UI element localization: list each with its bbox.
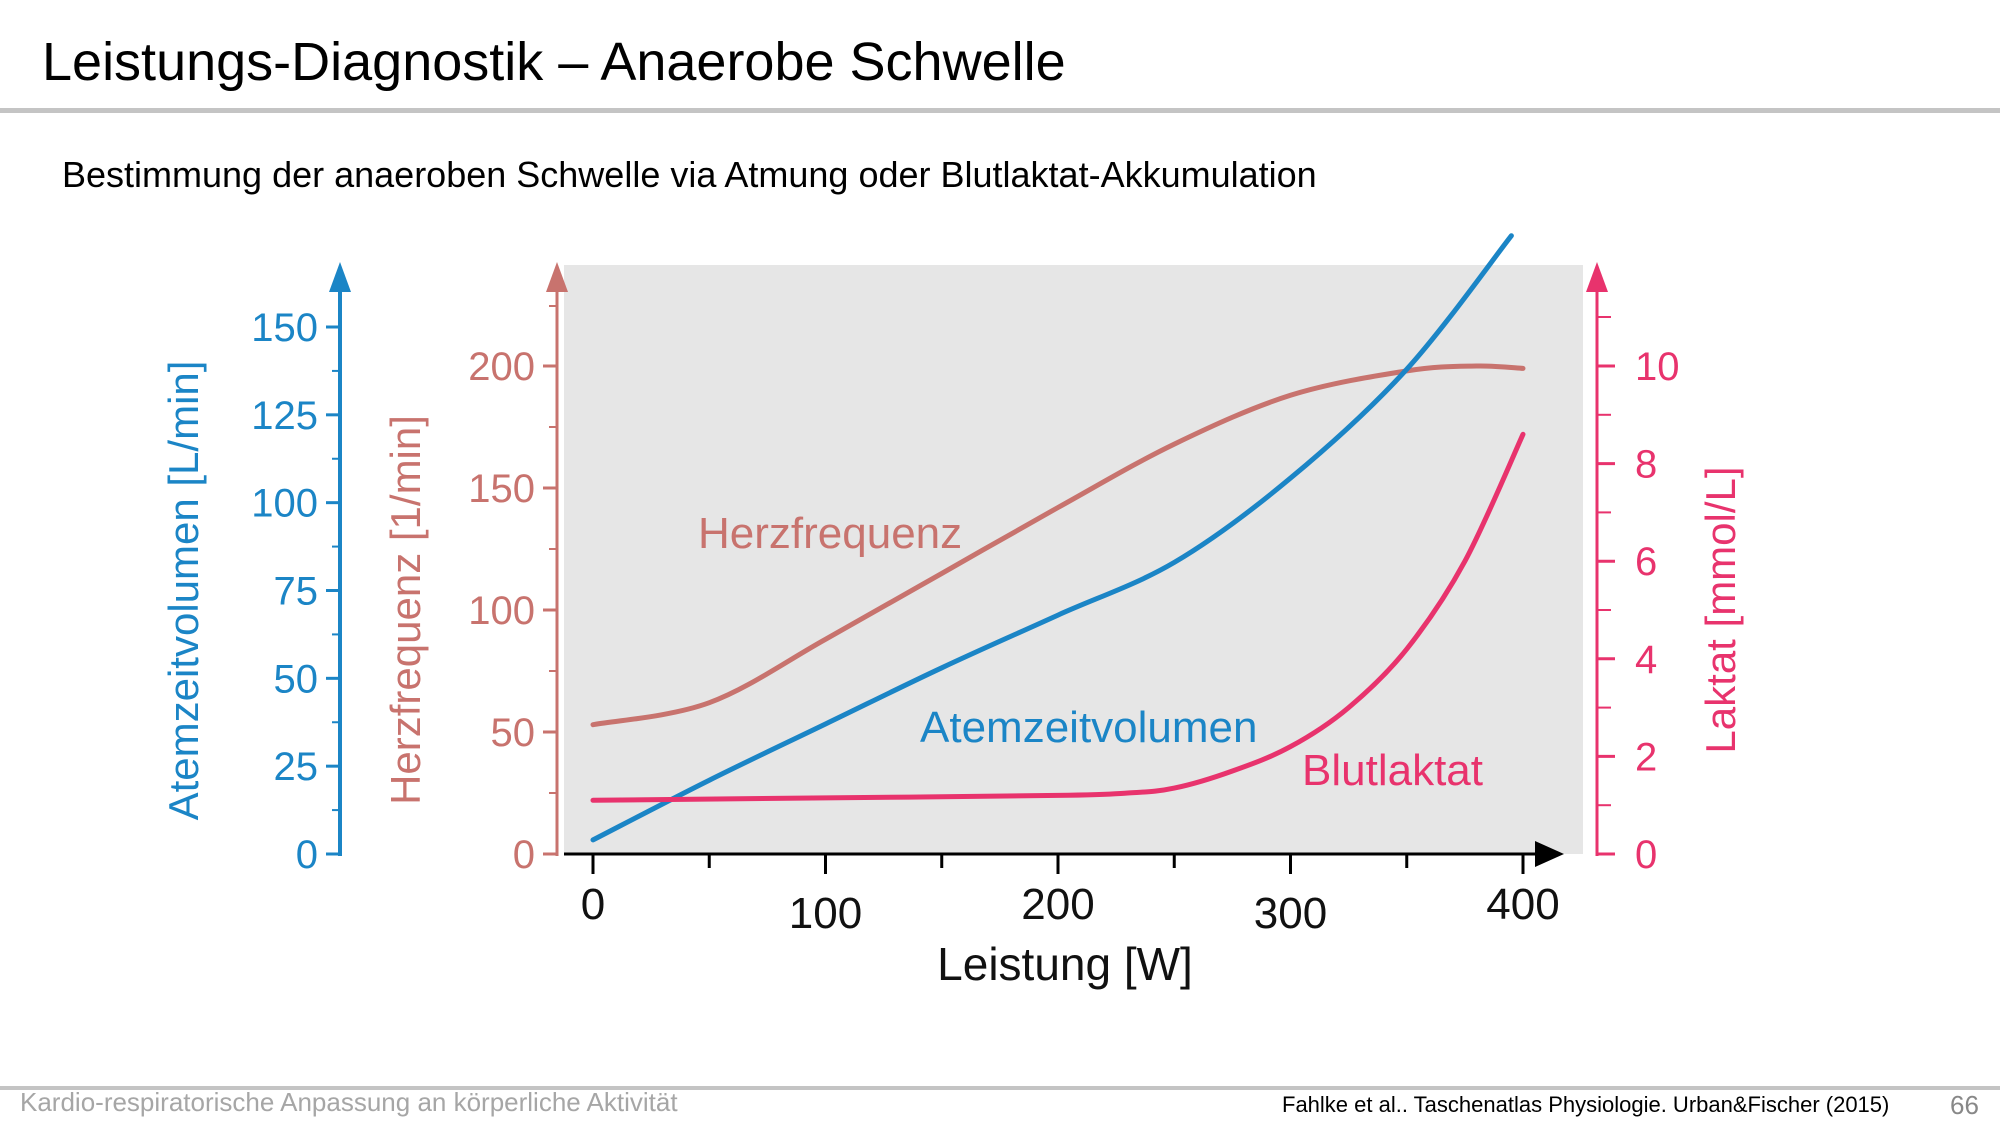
x-tick-label: 0	[581, 880, 605, 929]
x-axis-title: Leistung [W]	[937, 938, 1193, 990]
footer-topic: Kardio-respiratorische Anpassung an körp…	[20, 1087, 678, 1117]
lactate-axis-arrow	[1586, 262, 1608, 292]
ventilation-tick-label: 0	[296, 833, 318, 877]
herzfrequenz-series-label: Herzfrequenz	[698, 509, 962, 558]
ventilation-axis-title: Atemzeitvolumen [L/min]	[160, 361, 207, 821]
footer-divider	[0, 1086, 2000, 1090]
lactate-tick-label: 0	[1635, 833, 1657, 877]
ventilation-tick-label: 50	[274, 657, 319, 701]
atemzeitvolumen-line	[590, 233, 1514, 843]
heart-rate-axis-title: Herzfrequenz [1/min]	[382, 415, 429, 805]
slide-subtitle: Bestimmung der anaeroben Schwelle via At…	[62, 154, 1317, 195]
slide-title: Leistungs-Diagnostik – Anaerobe Schwelle	[42, 32, 1066, 92]
heart-rate-tick-label: 0	[513, 833, 535, 877]
ventilation-tick-label: 75	[274, 570, 319, 614]
herzfrequenz-line	[590, 363, 1526, 728]
lactate-tick-label: 8	[1635, 443, 1657, 487]
ventilation-tick-label: 125	[251, 394, 318, 438]
heart-rate-tick-label: 200	[468, 345, 535, 389]
heart-rate-tick-label: 100	[468, 589, 535, 633]
lactate-tick-label: 10	[1635, 345, 1680, 389]
page-number: 66	[1950, 1090, 1979, 1120]
source-citation: Fahlke et al.. Taschenatlas Physiologie.…	[1282, 1092, 1890, 1117]
lactate-axis-title: Laktat [mmol/L]	[1697, 466, 1744, 753]
atemzeitvolumen-series-label: Atemzeitvolumen	[920, 703, 1257, 752]
ventilation-tick-label: 100	[251, 482, 318, 526]
heart-rate-tick-label: 150	[468, 467, 535, 511]
x-axis-arrow	[1535, 841, 1564, 867]
lactate-tick-label: 6	[1635, 540, 1657, 584]
x-tick-label: 400	[1486, 880, 1559, 929]
x-tick-label: 200	[1021, 880, 1094, 929]
ventilation-tick-label: 25	[274, 745, 319, 789]
ventilation-tick-label: 150	[251, 306, 318, 350]
x-tick-label: 100	[789, 889, 862, 938]
title-divider	[0, 108, 2000, 113]
lactate-tick-label: 4	[1635, 638, 1657, 682]
blutlaktat-series-label: Blutlaktat	[1302, 746, 1483, 795]
heart-rate-axis-arrow	[546, 262, 568, 292]
ventilation-axis-arrow	[329, 262, 351, 292]
heart-rate-tick-label: 50	[491, 711, 536, 755]
x-tick-label: 300	[1254, 889, 1327, 938]
blutlaktat-line	[590, 431, 1526, 803]
lactate-tick-label: 2	[1635, 735, 1657, 779]
